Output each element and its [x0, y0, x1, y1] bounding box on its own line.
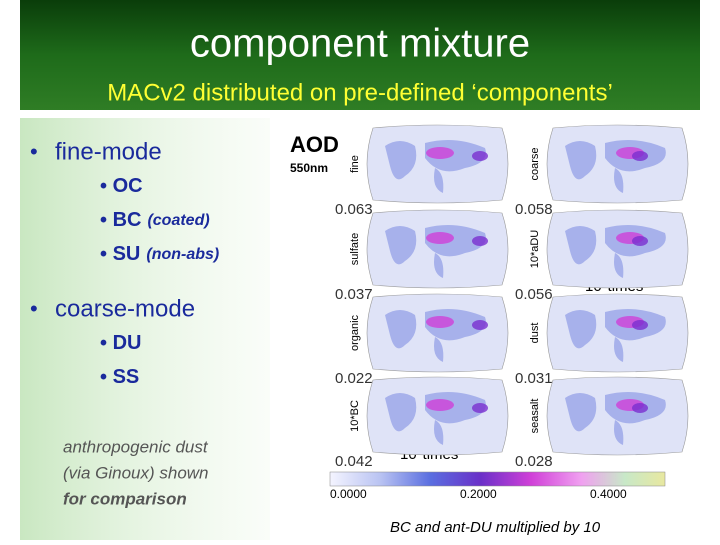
left-note: for comparison	[63, 489, 187, 508]
map-label: sulfate	[349, 233, 361, 265]
map-value: 0.058	[515, 201, 553, 218]
map-hotspot	[632, 151, 648, 161]
sub-bullet: • OC	[100, 175, 143, 197]
bullet-dot: •	[30, 296, 38, 321]
bullet: fine-mode	[55, 138, 162, 165]
colorbar-tick: 0.4000	[590, 487, 627, 501]
map-land	[385, 224, 486, 278]
map-value: 0.037	[335, 286, 373, 303]
map	[366, 124, 509, 204]
map-value: 0.063	[335, 201, 373, 218]
subtitle: MACv2 distributed on pre-defined ‘compon…	[107, 79, 613, 106]
map-value: 0.022	[335, 370, 373, 387]
map-hotspot	[426, 232, 454, 244]
map-hotspot	[472, 403, 488, 413]
map-hotspot	[632, 403, 648, 413]
colorbar	[329, 471, 666, 487]
map	[546, 209, 689, 289]
map	[546, 376, 689, 456]
colorbar-tick: 0.0000	[330, 487, 367, 501]
sub-bullet: • SU (non-abs)	[100, 243, 219, 265]
map	[366, 293, 509, 373]
map-label: organic	[349, 314, 361, 351]
map-label: 10*BC	[349, 400, 361, 432]
map-land	[385, 308, 486, 362]
colorbar-tick: 0.2000	[460, 487, 497, 501]
sub-bullet: • SS	[100, 366, 139, 388]
sub-bullet: • BC (coated)	[100, 209, 210, 231]
item-name: SU	[113, 243, 141, 265]
map	[366, 209, 509, 289]
map-value: 0.056	[515, 286, 553, 303]
map	[366, 376, 509, 456]
panel-subtitle: 550nm	[290, 161, 328, 175]
map-hotspot	[426, 399, 454, 411]
side-band	[20, 118, 270, 540]
panel-title: AOD	[290, 132, 339, 157]
item-name: OC	[113, 175, 143, 197]
map	[546, 293, 689, 373]
map-hotspot	[472, 151, 488, 161]
map-hotspot	[426, 316, 454, 328]
left-note: anthropogenic dust	[63, 437, 209, 456]
map-value: 0.028	[515, 453, 553, 470]
bullet: coarse-mode	[55, 295, 195, 322]
item-name: DU	[113, 332, 142, 354]
map-label: dust	[529, 323, 541, 344]
map-value: 0.031	[515, 370, 553, 387]
map-hotspot	[472, 320, 488, 330]
item-note: (coated)	[147, 212, 209, 229]
map-land	[385, 139, 486, 193]
map-label: fine	[349, 155, 361, 173]
item-name: SS	[113, 366, 140, 388]
map-label: coarse	[529, 147, 541, 180]
map-hotspot	[632, 320, 648, 330]
sub-bullet: • DU	[100, 332, 141, 354]
map-hotspot	[632, 236, 648, 246]
item-note: (non-abs)	[146, 246, 219, 263]
map	[546, 124, 689, 204]
map-label: 10*aDU	[529, 230, 541, 269]
left-note: (via Ginoux) shown	[63, 463, 209, 482]
header-band	[20, 0, 700, 110]
map-value: 0.042	[335, 453, 373, 470]
bullet-dot: •	[30, 139, 38, 164]
map-land	[385, 391, 486, 445]
item-name: BC	[113, 209, 142, 231]
map-label: seasalt	[529, 399, 541, 434]
map-hotspot	[472, 236, 488, 246]
map-hotspot	[426, 147, 454, 159]
footnote: BC and ant-DU multiplied by 10	[390, 519, 601, 536]
title: component mixture	[190, 22, 530, 66]
